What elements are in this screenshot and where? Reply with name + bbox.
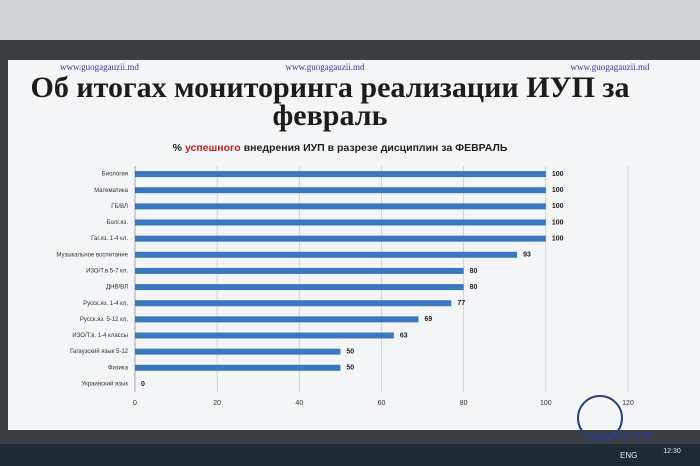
value-label: 80: [470, 284, 478, 291]
bar: [135, 364, 341, 371]
x-tick-label: 80: [460, 400, 468, 407]
chart-title-part: %: [173, 142, 183, 154]
bar: [135, 251, 518, 258]
y-tick-label: Русск.яз. 5-12 кл.: [80, 317, 128, 323]
chart-title: % успешного внедрения ИУП в разрезе дисцип…: [173, 142, 508, 154]
value-label: 93: [523, 252, 531, 259]
y-tick-label: Русск.яз. 1-4 кл.: [83, 301, 128, 307]
y-tick-label: Болг.яз.: [107, 220, 129, 226]
taskbar-language: ENG: [620, 451, 637, 460]
taskbar: [0, 444, 700, 466]
bar: [135, 348, 341, 355]
y-tick-label: ГБ/ВЛ: [111, 204, 128, 210]
bar: [135, 300, 452, 307]
y-tick-label: Гагаузский язык 5-12: [70, 348, 129, 355]
logo-text: GAGAUZ YERI: [589, 430, 651, 440]
website: www.guogagauzii.md: [60, 62, 139, 72]
value-label: 100: [552, 187, 564, 194]
y-tick-label: Украинский язык: [82, 381, 129, 388]
value-label: 100: [552, 219, 564, 226]
y-tick-label: ИЗО/Т.в. 1-4 классы: [72, 333, 128, 339]
x-tick-label: 20: [213, 400, 221, 407]
bar: [135, 203, 546, 210]
website: www.guogagauzii.md: [571, 62, 650, 72]
value-label: 77: [457, 300, 465, 307]
bar: [135, 284, 464, 291]
y-tick-label: Физика: [108, 365, 129, 371]
slide-title: Об итогах мониторинга реализации ИУП за: [31, 71, 630, 104]
slide-title: февраль: [273, 99, 388, 132]
x-tick-label: 120: [622, 400, 634, 407]
chart-title-part: успешного: [185, 142, 241, 154]
bar: [135, 332, 394, 339]
value-label: 100: [552, 203, 564, 210]
bar: [135, 316, 419, 323]
value-label: 100: [552, 171, 564, 178]
y-tick-label: ИЗО/Т.в 5-7 кл.: [86, 269, 128, 275]
value-label: 69: [424, 316, 432, 323]
x-tick-label: 100: [540, 400, 552, 407]
website: www.guogagauzii.md: [286, 62, 365, 72]
value-label: 100: [552, 235, 564, 242]
value-label: 50: [346, 348, 354, 355]
taskbar-time: 12:30: [663, 448, 681, 455]
y-tick-label: Гаг.яз. 1-4 кл.: [91, 236, 128, 242]
bar: [135, 171, 546, 178]
x-tick-label: 40: [295, 400, 303, 407]
bar: [135, 187, 546, 194]
bar: [135, 267, 464, 274]
bar: [135, 219, 546, 226]
value-label: 80: [470, 268, 478, 275]
value-label: 63: [400, 332, 408, 339]
value-label: 0: [141, 381, 145, 388]
y-tick-label: Музыкальное воспитание: [56, 252, 128, 258]
logo-emblem: [577, 395, 623, 441]
chart-title-part: внедрения ИУП в разрезе дисциплин за ФЕВ…: [244, 142, 508, 154]
slide: [8, 60, 700, 430]
bar: [135, 235, 546, 242]
y-tick-label: Математика: [94, 188, 128, 194]
y-tick-label: ДНВ/ВЛ: [106, 285, 128, 291]
x-tick-label: 60: [378, 400, 386, 407]
wall: [0, 0, 700, 40]
y-tick-label: Биология: [102, 172, 128, 178]
value-label: 50: [346, 365, 354, 372]
x-tick-label: 0: [133, 400, 137, 407]
